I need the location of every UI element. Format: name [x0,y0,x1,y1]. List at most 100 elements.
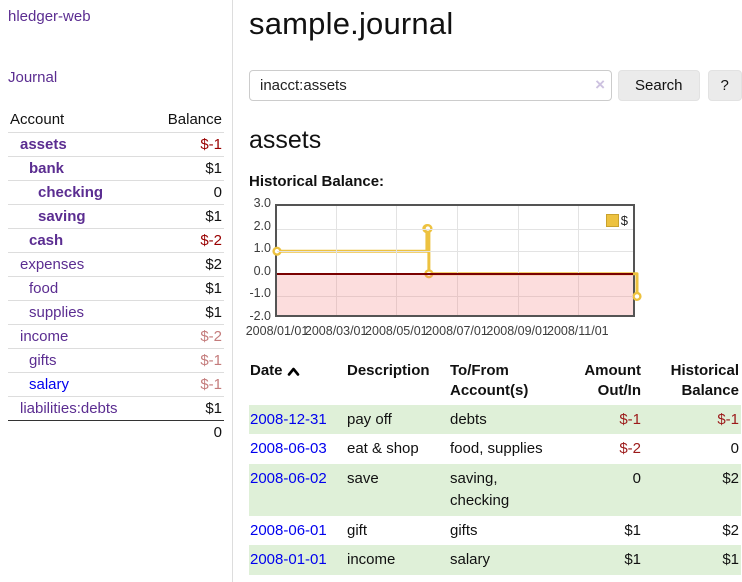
sidebar-account-link[interactable]: income [20,328,69,345]
transaction-date-link[interactable]: 2008-06-03 [250,440,327,458]
accounts-total-row: 0 [8,420,224,444]
historical-balance-chart: $ 3.0 2.0 1.0 0.0 -1.0 -2.0 2008/01/01 2008/03/… [246,196,742,342]
sidebar-account-link[interactable]: saving [38,208,86,225]
chart-legend: $ [605,213,628,228]
sidebar-account-link[interactable]: bank [29,160,65,177]
accounts-header-balance: Balance [167,111,222,128]
account-balance: $1 [149,156,224,181]
transaction-date-link[interactable]: 2008-06-02 [250,470,327,487]
account-row: bank $1 [8,156,224,181]
account-balance: $-2 [149,228,224,253]
transaction-accounts: salary [449,545,561,575]
gridline [277,251,633,253]
y-axis-tick-label: 2.0 [253,218,271,233]
transaction-amount: $1 [561,545,643,575]
account-row: food $1 [8,276,224,301]
transaction-balance: $2 [722,521,739,539]
gridline [277,296,633,298]
gridline [456,206,458,315]
account-row: checking 0 [8,180,224,205]
gridline [517,206,519,315]
accounts-table: Account Balance assets $-1 bank $1 checking 0… [8,108,224,444]
transaction-description: eat & shop [347,440,419,458]
sidebar-account-link[interactable]: expenses [20,256,85,273]
register-row: 2008-06-03 eat & shop food, supplies $-2 0 [249,434,741,464]
transaction-amount: $1 [624,521,641,539]
register-row: 2008-06-01 gift gifts $1 $2 [249,516,741,546]
search-form: × Search ? [249,70,742,101]
help-button[interactable]: ? [707,70,742,101]
sidebar-account-link[interactable]: liabilities:debts [20,400,118,417]
search-input[interactable] [249,70,612,101]
sidebar-account-link[interactable]: assets [20,136,67,153]
x-axis-tick-label: 2008/09/01 [486,324,549,338]
x-axis-tick-label: 2008/11/01 [546,324,609,338]
sidebar-item-journal[interactable]: Journal [8,69,58,86]
transaction-accounts: gifts [450,521,478,539]
search-button[interactable]: Search [618,70,700,101]
x-axis-tick-label: 2008/05/01 [365,324,428,338]
register-header-date-label: Date [250,362,283,379]
page-title: sample.journal [249,6,454,41]
gridline [277,228,633,230]
y-axis-tick-label: -1.0 [249,286,271,301]
account-balance: $-2 [149,324,224,349]
transaction-accounts: debts [449,404,561,435]
transaction-amount: $-2 [619,440,641,458]
gridline [396,206,398,315]
account-row: income $-2 [8,324,224,349]
account-row: gifts $-1 [8,348,224,373]
gridline [577,206,579,315]
account-balance: $-1 [149,372,224,397]
sidebar-account-link[interactable]: salary [29,376,70,393]
transaction-balance: $2 [643,464,741,516]
transaction-date-link[interactable]: 2008-01-01 [250,551,327,569]
account-row: supplies $1 [8,300,224,325]
accounts-total-value: 0 [149,420,224,444]
register-row: 2008-01-01 income salary $1 $1 [249,545,741,575]
account-row: assets $-1 [8,132,224,157]
y-axis-tick-label: -2.0 [249,309,271,323]
transaction-amount: 0 [561,464,643,516]
sidebar-account-link[interactable]: cash [29,232,64,249]
register-header-accounts: To/From Account(s) [450,362,529,400]
register-header-date[interactable]: Date [249,358,346,405]
sidebar-account-link[interactable]: checking [38,184,104,201]
account-balance: $-1 [149,132,224,157]
sidebar-account-link[interactable]: gifts [29,352,57,369]
gridline [336,206,338,315]
account-row: saving $1 [8,204,224,229]
account-heading: assets [249,126,322,154]
chart-plot-area: $ [272,204,642,317]
accounts-total-spacer [8,420,150,444]
transaction-date-link[interactable]: 2008-06-01 [250,521,327,539]
zero-line [277,273,633,275]
x-axis-tick-label: 2008/03/01 [304,324,368,338]
sidebar-account-link[interactable]: food [29,280,59,297]
register-row: 2008-12-31 pay off debts $-1 $-1 [249,404,741,435]
clear-search-icon[interactable]: × [595,75,605,94]
sort-ascending-icon [287,362,300,382]
account-row: cash $-2 [8,228,224,253]
y-axis-tick-label: 3.0 [253,196,271,210]
account-balance: $2 [149,252,224,277]
search-input-wrap: × [249,70,612,101]
transaction-description: save [346,464,449,516]
register-header-description: Description [347,362,430,379]
transaction-description: gift [347,521,368,539]
app-title: hledger-web [8,8,224,25]
account-balance: $1 [149,204,224,229]
account-balance: $1 [149,396,224,421]
transaction-balance: 0 [730,440,739,458]
accounts-header-account: Account [10,111,65,128]
register-header-balance: Historical Balance [670,362,739,400]
sidebar-account-link[interactable]: supplies [29,304,85,321]
transaction-accounts: food, supplies [450,440,543,458]
account-balance: $1 [149,300,224,325]
account-row: liabilities:debts $1 [8,396,224,421]
x-axis-tick-label: 2008/07/01 [425,324,488,338]
app-title-link[interactable]: hledger-web [8,8,91,25]
transaction-date-link[interactable]: 2008-12-31 [250,410,327,428]
y-axis-tick-label: 1.0 [253,241,271,256]
transaction-balance: $-1 [643,404,741,435]
